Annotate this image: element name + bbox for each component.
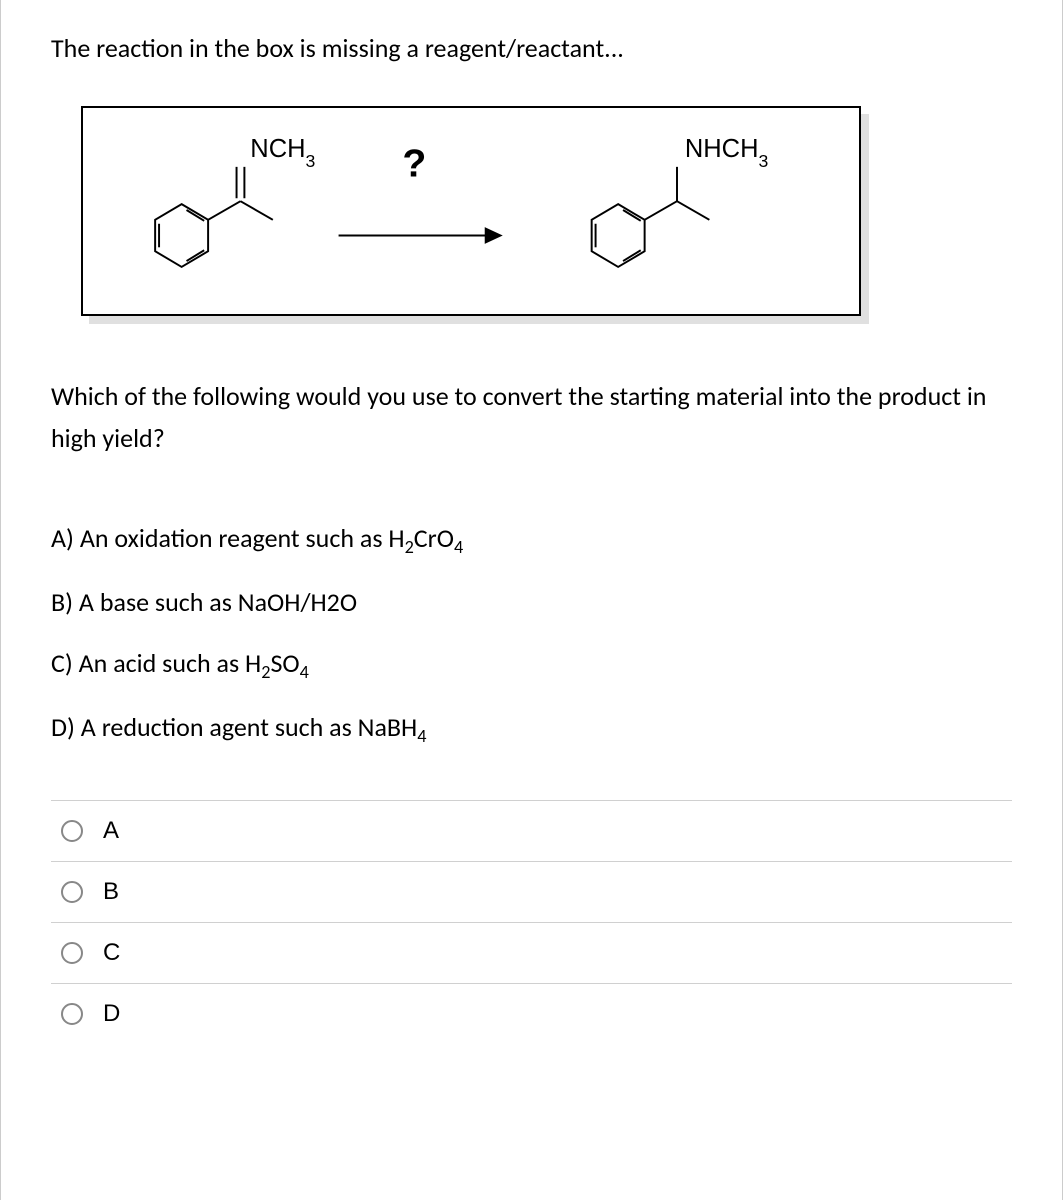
option-c-row[interactable]: C — [51, 923, 1012, 984]
option-a-row[interactable]: A — [51, 801, 1012, 862]
reaction-diagram: NCH3 ? — [83, 108, 859, 314]
answer-list: A) An oxidation reagent such as H2CrO4 B… — [51, 520, 1012, 750]
question-page: The reaction in the box is missing a rea… — [0, 0, 1063, 1200]
question-prompt: The reaction in the box is missing a rea… — [51, 30, 1012, 66]
radio-icon[interactable] — [61, 820, 83, 842]
radio-icon[interactable] — [61, 881, 83, 903]
radio-icon[interactable] — [61, 1003, 83, 1025]
followup-text: Which of the following would you use to … — [51, 376, 1012, 459]
option-d-row[interactable]: D — [51, 984, 1012, 1044]
answer-c: C) An acid such as H2SO4 — [51, 645, 1012, 686]
option-label: B — [103, 878, 119, 906]
arrow-label: ? — [402, 142, 426, 186]
reaction-box: NCH3 ? — [81, 106, 861, 316]
answer-b: B) A base such as NaOH/H2O — [51, 584, 1012, 620]
options-group: A B C D — [51, 800, 1012, 1044]
answer-d: D) A reduction agent such as NaBH4 — [51, 709, 1012, 750]
reactant-label: NCH3 — [250, 135, 315, 171]
product-label: NHCH3 — [685, 135, 769, 171]
option-b-row[interactable]: B — [51, 862, 1012, 923]
option-label: C — [103, 939, 120, 967]
option-label: D — [103, 1000, 120, 1028]
option-label: A — [103, 817, 119, 845]
reaction-arrow — [339, 229, 501, 243]
answer-a: A) An oxidation reagent such as H2CrO4 — [51, 520, 1012, 561]
reaction-box-wrapper: NCH3 ? — [81, 106, 861, 316]
radio-icon[interactable] — [61, 942, 83, 964]
